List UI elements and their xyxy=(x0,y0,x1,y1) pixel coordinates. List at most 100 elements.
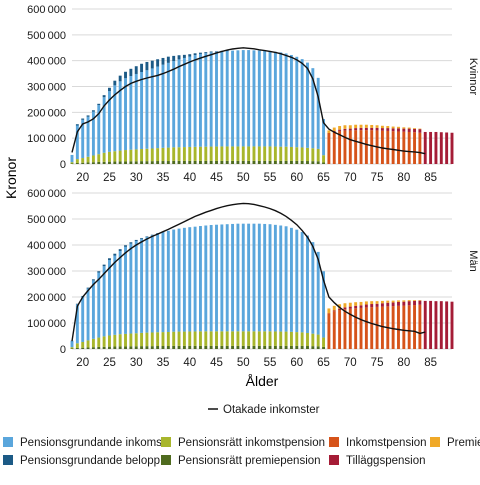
x-axis-label: Ålder xyxy=(246,373,279,389)
bar-til-68 xyxy=(338,129,342,131)
bar-pri-58 xyxy=(284,331,288,346)
bar-pri-19 xyxy=(75,159,79,163)
x-tick-label: 75 xyxy=(371,357,384,369)
y-tick-label: 0 xyxy=(60,159,66,171)
bar-pri-46 xyxy=(220,331,224,346)
y-tick-label: 600 000 xyxy=(27,188,66,200)
bar-til-78 xyxy=(391,302,395,307)
bar-til-86 xyxy=(434,131,438,164)
bar-pgb-28 xyxy=(124,245,127,247)
bar-pri-27 xyxy=(118,150,122,162)
bar-pgb-45 xyxy=(215,51,218,52)
bar-pgi-50 xyxy=(241,50,245,147)
bar-pre-74 xyxy=(370,301,374,305)
bar-pgi-20 xyxy=(81,296,85,342)
bar-ink-66 xyxy=(327,133,331,164)
bar-pgb-44 xyxy=(209,51,213,53)
legend-swatch-ink xyxy=(329,437,339,447)
bar-prp-44 xyxy=(209,160,213,164)
facet-label: Kvinnor xyxy=(467,58,479,96)
bar-pgb-37 xyxy=(172,55,176,62)
bar-ink-79 xyxy=(397,131,400,164)
bar-pgi-22 xyxy=(91,111,95,156)
bar-pgi-53 xyxy=(257,223,261,332)
bar-prp-44 xyxy=(209,345,213,349)
bar-pri-43 xyxy=(204,146,208,161)
x-tick-label: 70 xyxy=(344,357,357,369)
bar-pri-40 xyxy=(188,146,192,161)
bar-pri-20 xyxy=(81,158,85,163)
bar-pri-33 xyxy=(150,148,154,162)
bar-pgi-65 xyxy=(322,271,325,338)
bar-pgi-22 xyxy=(91,280,95,339)
legend-label-til: Tilläggspension xyxy=(346,455,425,467)
bar-pgb-33 xyxy=(150,234,154,236)
x-tick-label: 65 xyxy=(317,172,330,184)
bar-prp-31 xyxy=(140,161,144,164)
legend-label-pgi: Pensionsgrundande inkomst xyxy=(20,437,166,449)
bar-pre-78 xyxy=(391,300,395,303)
bar-prp-55 xyxy=(268,160,272,164)
bar-pgi-49 xyxy=(236,223,240,332)
bar-prp-58 xyxy=(284,160,288,164)
bar-prp-36 xyxy=(166,346,170,349)
bar-pre-77 xyxy=(386,126,390,129)
bar-pgb-35 xyxy=(161,57,165,65)
bar-pgi-33 xyxy=(150,68,154,149)
bar-pgi-50 xyxy=(241,223,245,332)
bar-pgi-36 xyxy=(166,62,170,148)
bar-ink-72 xyxy=(359,307,363,349)
bar-prp-60 xyxy=(295,160,299,164)
bar-pri-25 xyxy=(108,151,111,162)
bar-pgb-25 xyxy=(108,87,111,92)
bar-prp-20 xyxy=(81,162,85,164)
bar-prp-63 xyxy=(311,161,315,164)
bar-pre-76 xyxy=(380,125,384,129)
bar-pgi-27 xyxy=(118,81,122,151)
legend-line-label: Otakade inkomster xyxy=(223,404,320,416)
bar-pgi-46 xyxy=(220,224,224,332)
bar-pgi-31 xyxy=(140,238,144,333)
bar-ink-80 xyxy=(402,305,406,349)
bar-pgi-26 xyxy=(113,255,117,335)
bar-prp-61 xyxy=(300,345,304,349)
bar-pgi-61 xyxy=(300,59,304,148)
bar-pgi-35 xyxy=(161,64,165,148)
bar-til-87 xyxy=(439,132,443,164)
y-axis-label: Kronor xyxy=(3,157,19,199)
x-tick-label: 50 xyxy=(237,357,250,369)
bar-til-73 xyxy=(364,127,368,131)
bar-pri-38 xyxy=(177,331,181,346)
bar-pri-57 xyxy=(279,331,283,346)
bar-pgi-30 xyxy=(134,73,138,150)
x-tick-label: 60 xyxy=(290,172,303,184)
bar-ink-80 xyxy=(402,131,406,164)
bar-pgi-64 xyxy=(316,77,320,149)
bar-pre-71 xyxy=(354,124,358,129)
bar-prp-23 xyxy=(97,161,101,164)
bar-prp-25 xyxy=(108,161,111,164)
bar-pre-73 xyxy=(364,301,368,305)
legend: Otakade inkomster Pensionsgrundande inkom… xyxy=(3,404,480,467)
bar-pri-30 xyxy=(134,333,138,347)
bar-pri-22 xyxy=(91,155,95,163)
bar-pgb-19 xyxy=(75,124,79,126)
bar-pri-56 xyxy=(273,331,277,346)
bar-pri-50 xyxy=(241,146,245,161)
bar-pre-71 xyxy=(354,302,358,306)
x-tick-label: 20 xyxy=(76,172,89,184)
bar-pre-82 xyxy=(413,300,416,301)
bar-prp-57 xyxy=(279,345,283,349)
bar-prp-23 xyxy=(97,346,101,349)
bar-pri-29 xyxy=(129,149,133,162)
bar-ink-69 xyxy=(343,130,347,164)
bar-ink-81 xyxy=(407,131,411,164)
x-tick-label: 60 xyxy=(290,357,303,369)
bar-pgi-19 xyxy=(75,125,79,160)
bar-pri-34 xyxy=(156,332,160,347)
line-otakade-inkomster xyxy=(71,202,426,342)
bar-prp-25 xyxy=(108,346,111,349)
bar-pre-68 xyxy=(338,126,342,130)
bar-pgi-37 xyxy=(172,61,176,148)
bar-pri-57 xyxy=(279,146,283,161)
